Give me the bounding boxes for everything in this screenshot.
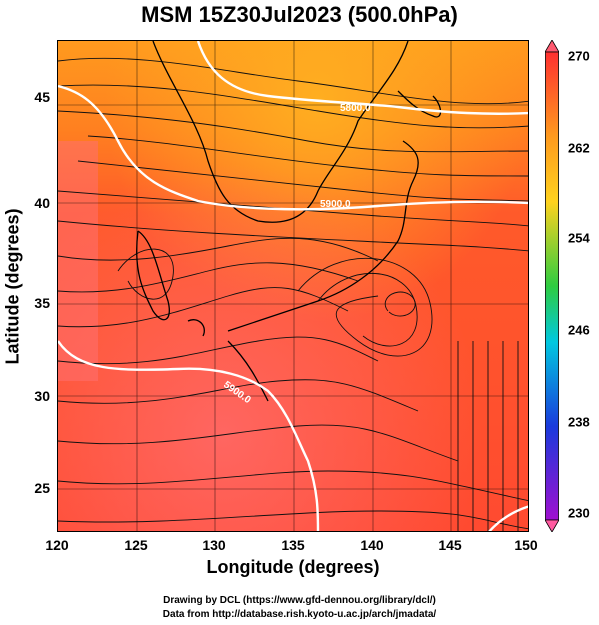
footer-credit-line: Drawing by DCL (https://www.gfd-dennou.o… — [163, 595, 436, 606]
y-tick-label: 30 — [34, 388, 50, 404]
y-tick-label: 25 — [34, 480, 50, 496]
x-axis-label: Longitude (degrees) — [206, 557, 380, 577]
footer-source-line: Data from http://database.rish.kyoto-u.a… — [162, 609, 437, 620]
colorbar — [545, 40, 559, 532]
colorbar-top-arrow — [545, 40, 559, 53]
x-tick-label: 145 — [438, 537, 462, 553]
x-tick-label: 120 — [45, 537, 69, 553]
x-tick-label: 140 — [360, 537, 384, 553]
y-axis-label: Latitude (degrees) — [2, 208, 23, 365]
field-highlight-south — [58, 41, 528, 531]
coastlines — [136, 41, 442, 402]
y-tick-label: 40 — [34, 195, 50, 211]
field-west-band — [58, 141, 98, 381]
contour-label: 5800.0 — [340, 103, 371, 114]
contour-label: 5900.0 — [320, 199, 351, 210]
map-plot: 5800.0 5900.0 5900.0 — [57, 40, 529, 532]
colorbar-bottom-arrow — [545, 519, 559, 532]
x-tick-label: 135 — [281, 537, 305, 553]
x-tick-label: 150 — [514, 537, 538, 553]
x-tick-label: 130 — [202, 537, 226, 553]
colorbar-tick-label: 230 — [568, 505, 590, 521]
y-tick-label: 45 — [34, 89, 50, 105]
x-tick-label: 125 — [124, 537, 148, 553]
colorbar-tick-label: 262 — [568, 140, 590, 156]
streamlines — [58, 57, 528, 531]
colorbar-gradient — [545, 51, 559, 521]
colorbar-tick-label: 238 — [568, 414, 590, 430]
chart-title: MSM 15Z30Jul2023 (500.0hPa) — [141, 2, 458, 27]
colorbar-tick-label: 246 — [568, 322, 590, 338]
colorbar-tick-label: 270 — [568, 48, 590, 64]
map-svg: 5800.0 5900.0 5900.0 — [58, 41, 528, 531]
contour-lines — [58, 41, 528, 531]
y-tick-label: 35 — [34, 295, 50, 311]
colorbar-tick-label: 254 — [568, 230, 590, 246]
